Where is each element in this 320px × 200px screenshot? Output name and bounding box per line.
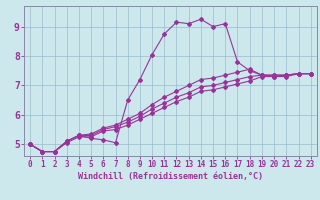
X-axis label: Windchill (Refroidissement éolien,°C): Windchill (Refroidissement éolien,°C) — [78, 172, 263, 181]
